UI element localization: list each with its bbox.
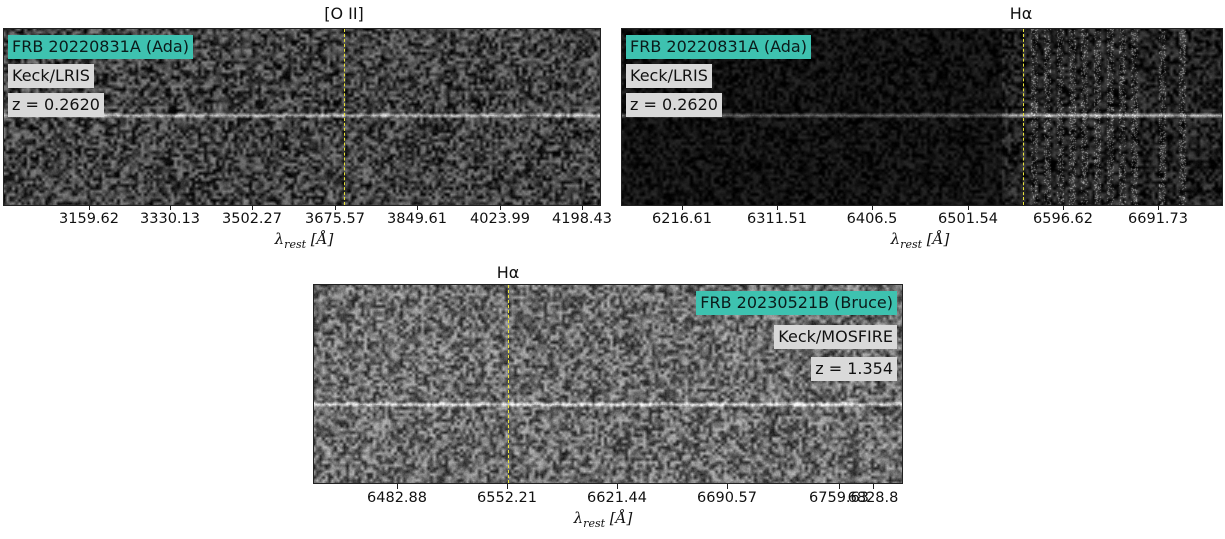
panel-halpha-ada: Hα FRB 20220831A (Ada) Keck/LRIS z = 0.2… xyxy=(618,0,1225,260)
panel-oii: [O II] FRB 20220831A (Ada) Keck/LRIS z =… xyxy=(0,0,612,260)
x-tick xyxy=(727,484,728,489)
x-tick xyxy=(170,205,171,210)
x-tick xyxy=(839,484,840,489)
x-tick xyxy=(507,484,508,489)
line-marker xyxy=(1023,29,1024,205)
x-tick xyxy=(872,205,873,210)
x-tick xyxy=(617,484,618,489)
line-label-halpha: Hα xyxy=(1009,4,1033,23)
x-tick xyxy=(335,205,336,210)
x-tick-label: 6216.61 xyxy=(652,211,712,227)
x-tick-label: 3330.13 xyxy=(140,211,200,227)
x-tick-label: 6482.88 xyxy=(367,490,427,506)
x-tick-label: 6501.54 xyxy=(938,211,998,227)
redshift-label: z = 0.2620 xyxy=(8,93,104,117)
line-label-oii: [O II] xyxy=(324,4,364,23)
frb-label: FRB 20220831A (Ada) xyxy=(626,35,811,59)
x-tick xyxy=(968,205,969,210)
x-tick xyxy=(397,484,398,489)
x-tick-label: 6552.21 xyxy=(477,490,537,506)
spectrum-noise xyxy=(314,285,902,483)
spectrum-image: FRB 20220831A (Ada) Keck/LRIS z = 0.2620 xyxy=(621,28,1223,206)
instrument-label: Keck/MOSFIRE xyxy=(774,325,897,349)
panel-halpha-bruce: Hα FRB 20230521B (Bruce) Keck/MOSFIRE z … xyxy=(308,262,908,539)
x-tick xyxy=(682,205,683,210)
spectrum-image: FRB 20230521B (Bruce) Keck/MOSFIRE z = 1… xyxy=(313,284,903,484)
redshift-label: z = 1.354 xyxy=(811,357,897,381)
x-tick-label: 3159.62 xyxy=(59,211,119,227)
instrument-label: Keck/LRIS xyxy=(626,64,712,88)
frb-label: FRB 20220831A (Ada) xyxy=(8,35,193,59)
x-axis-ticks: 3159.62 3330.13 3502.27 3675.57 3849.61 4023.… xyxy=(3,205,612,227)
x-axis-ticks: 6216.61 6311.51 6406.5 6501.54 6596.62 6691.7… xyxy=(621,205,1221,227)
instrument-label: Keck/LRIS xyxy=(8,64,94,88)
line-marker xyxy=(344,29,345,205)
x-tick-label: 3502.27 xyxy=(222,211,282,227)
x-tick xyxy=(417,205,418,210)
x-tick xyxy=(252,205,253,210)
x-tick-label: 6311.51 xyxy=(747,211,807,227)
x-tick xyxy=(873,484,874,489)
x-tick xyxy=(1158,205,1159,210)
x-axis-ticks: 6482.88 6552.21 6621.44 6690.57 6759.63 6828.… xyxy=(313,484,901,506)
x-tick-label: 6691.73 xyxy=(1128,211,1188,227)
x-tick-label: 6596.62 xyxy=(1033,211,1093,227)
line-marker xyxy=(508,285,509,483)
x-tick-label: 3675.57 xyxy=(305,211,365,227)
x-axis-label: λrest [Å] xyxy=(573,509,633,530)
x-tick-label: 6759.63 xyxy=(809,490,869,506)
frb-label: FRB 20230521B (Bruce) xyxy=(696,291,897,315)
x-tick-label: 3849.61 xyxy=(387,211,447,227)
x-tick xyxy=(1063,205,1064,210)
redshift-label: z = 0.2620 xyxy=(626,93,722,117)
x-tick xyxy=(777,205,778,210)
spectrum-image: FRB 20220831A (Ada) Keck/LRIS z = 0.2620 xyxy=(3,28,601,206)
line-label-halpha: Hα xyxy=(496,263,520,282)
x-tick-label: 6406.5 xyxy=(846,211,898,227)
x-tick-label: 6690.57 xyxy=(697,490,757,506)
x-tick-label: 6621.44 xyxy=(587,490,647,506)
x-tick-label: 4023.99 xyxy=(470,211,530,227)
x-tick-label: 6828.8 xyxy=(847,490,899,506)
x-tick xyxy=(89,205,90,210)
x-axis-label: λrest [Å] xyxy=(890,230,950,251)
x-tick xyxy=(500,205,501,210)
x-tick xyxy=(582,205,583,210)
x-axis-label: λrest [Å] xyxy=(274,230,334,251)
x-tick-label: 4198.43 xyxy=(552,211,612,227)
